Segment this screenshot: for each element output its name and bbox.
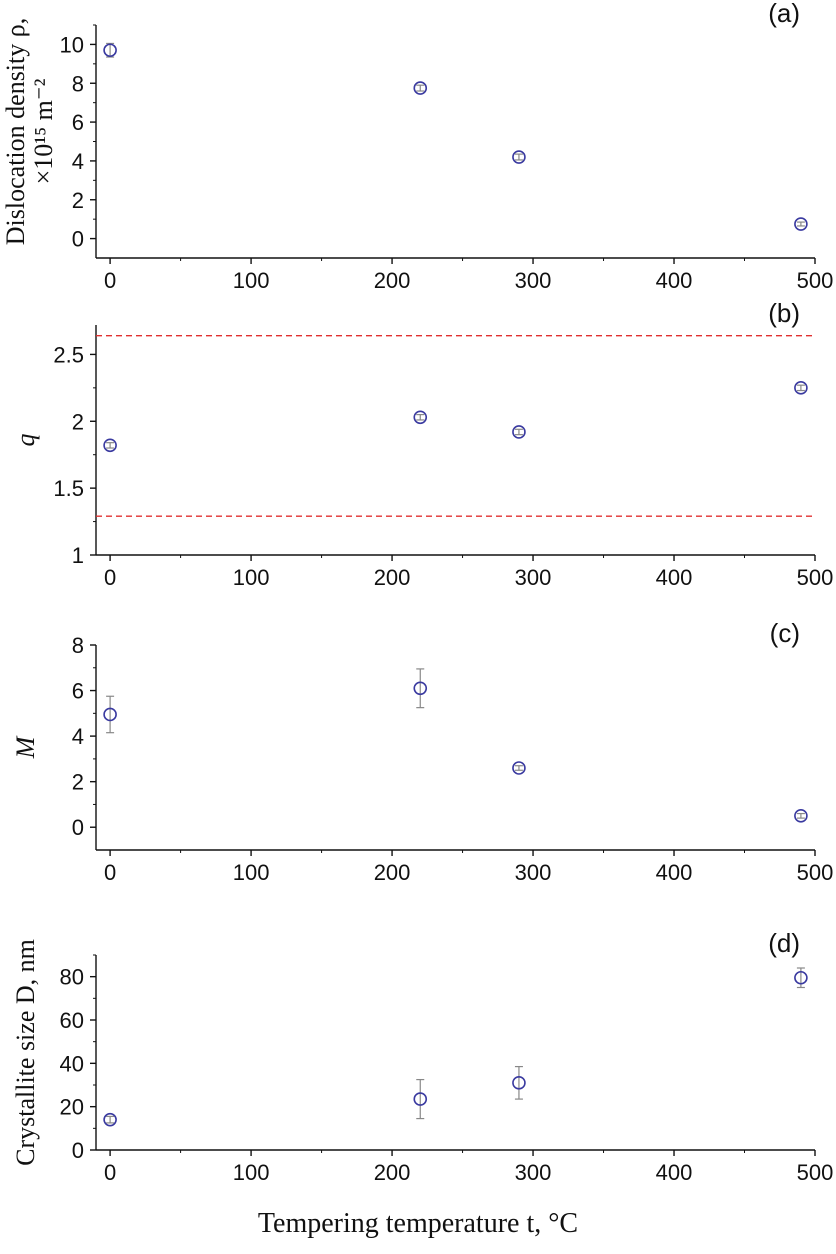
y-axis-title: q	[11, 434, 40, 447]
data-marker	[794, 809, 808, 823]
x-tick-label: 400	[656, 268, 693, 293]
panel-c: 0 100 200 300 400 500 0 2 4 6 8 (c) M	[11, 618, 833, 885]
y-tick-label: 10	[60, 32, 84, 57]
y-tick-label: 6	[72, 110, 84, 135]
data-marker	[512, 761, 526, 775]
data-point	[512, 761, 526, 775]
y-tick-label: 0	[72, 815, 84, 840]
y-tick-label: 40	[60, 1051, 84, 1076]
y-tick-label: 6	[72, 679, 84, 704]
y-axis-title-line2: ×10¹⁵ m⁻²	[29, 78, 58, 184]
y-axis-title: M	[11, 735, 40, 759]
y-tick-label: 8	[72, 633, 84, 658]
y-tick-label: 2	[72, 188, 84, 213]
data-point	[794, 217, 808, 231]
data-marker	[413, 410, 428, 425]
x-axis-title: Tempering temperature t, °C	[257, 1208, 579, 1239]
x-tick-label: 500	[797, 565, 834, 590]
x-tick-label: 400	[656, 565, 693, 590]
data-point	[103, 438, 117, 453]
data-marker	[413, 81, 428, 95]
x-tick-label: 100	[233, 860, 270, 885]
y-tick-label: 0	[72, 1138, 84, 1163]
data-marker	[512, 1076, 526, 1090]
data-point	[103, 1112, 117, 1127]
data-point	[413, 410, 428, 425]
data-marker	[512, 150, 526, 164]
data-point	[794, 809, 808, 823]
data-point	[413, 668, 428, 709]
x-tick-label: 400	[656, 1160, 693, 1185]
data-marker	[103, 707, 117, 722]
x-tick-label: 300	[515, 268, 552, 293]
data-point	[512, 150, 526, 164]
x-tick-label: 100	[233, 268, 270, 293]
x-tick-label: 0	[104, 268, 116, 293]
y-tick-label: 80	[60, 965, 84, 990]
panel-a: 0 100 200 300 400 500 0 2 4 6 8 10 (a) Dislocation de…	[1, 0, 833, 293]
y-tick-label: 1.5	[53, 476, 84, 501]
panel-label: (b)	[768, 298, 800, 328]
data-point	[512, 425, 526, 439]
x-tick-label: 200	[374, 268, 411, 293]
data-marker	[103, 43, 117, 58]
data-marker	[512, 425, 526, 439]
data-point	[794, 967, 808, 989]
y-tick-label: 20	[60, 1095, 84, 1120]
y-tick-label: 2	[72, 770, 84, 795]
panel-b: 0 100 200 300 400 500 1 1.5 2 2.5 (b) q	[11, 298, 833, 590]
data-marker	[103, 438, 117, 453]
x-tick-label: 400	[656, 860, 693, 885]
x-tick-label: 500	[797, 1160, 834, 1185]
data-marker	[794, 217, 808, 231]
x-tick-label: 300	[515, 565, 552, 590]
data-point	[794, 381, 808, 395]
x-tick-label: 0	[104, 565, 116, 590]
x-tick-label: 200	[374, 860, 411, 885]
x-tick-label: 300	[515, 860, 552, 885]
data-marker	[794, 970, 808, 985]
y-tick-label: 60	[60, 1008, 84, 1033]
y-tick-label: 1	[72, 543, 84, 568]
panel-label: (d)	[768, 928, 800, 958]
x-tick-label: 0	[104, 1160, 116, 1185]
panel-label: (a)	[768, 0, 800, 28]
y-axis-title: Crystallite size D, nm	[11, 939, 40, 1166]
panel-d: 0 100 200 300 400 500 0 20 40 60 80 (d) Crystallite …	[11, 928, 833, 1185]
x-tick-label: 300	[515, 1160, 552, 1185]
x-tick-label: 0	[104, 860, 116, 885]
data-point	[413, 81, 428, 95]
x-tick-label: 100	[233, 565, 270, 590]
y-tick-label: 4	[72, 724, 84, 749]
x-tick-label: 100	[233, 1160, 270, 1185]
data-point	[512, 1065, 526, 1100]
x-tick-label: 500	[797, 268, 834, 293]
y-tick-label: 0	[72, 227, 84, 252]
y-tick-label: 2.5	[53, 342, 84, 367]
x-tick-label: 200	[374, 565, 411, 590]
x-tick-label: 200	[374, 1160, 411, 1185]
x-tick-label: 500	[797, 860, 834, 885]
data-marker	[103, 1112, 117, 1127]
y-tick-label: 8	[72, 71, 84, 96]
data-point	[103, 42, 117, 58]
data-marker	[794, 381, 808, 395]
y-tick-label: 2	[72, 409, 84, 434]
y-axis-title-line1: Dislocation density ρ,	[1, 18, 30, 245]
data-marker	[413, 1092, 428, 1106]
data-marker	[413, 681, 428, 696]
y-tick-label: 4	[72, 149, 84, 174]
data-point	[103, 695, 117, 734]
data-point	[413, 1078, 428, 1120]
panel-label: (c)	[770, 618, 800, 648]
